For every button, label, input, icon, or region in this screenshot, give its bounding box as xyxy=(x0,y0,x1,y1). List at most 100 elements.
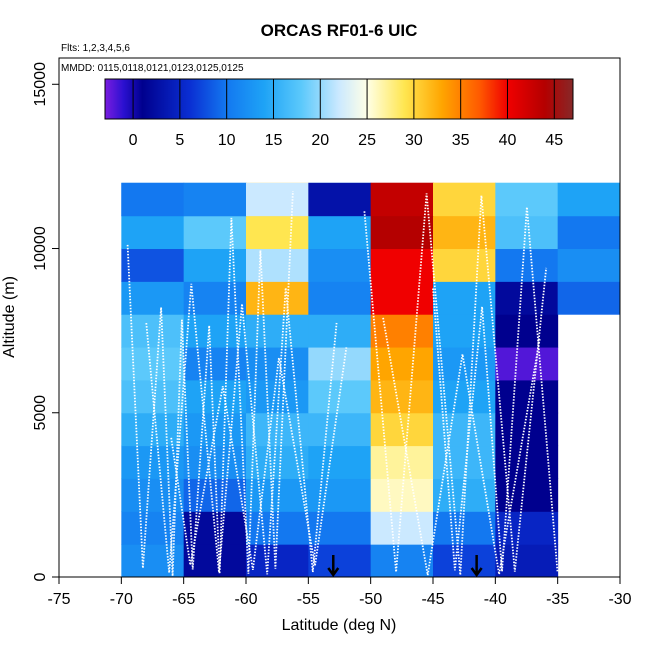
heatmap-cell xyxy=(121,314,185,348)
heatmap-cell xyxy=(370,347,434,381)
heatmap-cell xyxy=(308,412,372,447)
heatmap-cell xyxy=(183,412,247,447)
heatmap-cell xyxy=(121,248,185,282)
x-tick-label: -70 xyxy=(110,591,133,608)
heatmap-cell xyxy=(308,347,372,381)
x-tick-label: -55 xyxy=(297,591,320,608)
colorbar-gradient xyxy=(104,78,574,120)
heatmap-cell xyxy=(370,248,434,282)
heatmap-cell xyxy=(433,182,496,217)
heatmap-cell xyxy=(370,445,434,479)
heatmap-cell xyxy=(308,281,372,315)
heatmap-cell xyxy=(246,478,309,512)
colorbar: 0 5 10 15 20 25 30 35 40 45 xyxy=(104,78,574,149)
dates-note: MMDD: 0115,0118,0121,0123,0125,0125 xyxy=(61,63,244,74)
heatmap-cell xyxy=(183,215,247,250)
flight-track xyxy=(363,193,548,576)
heatmap-cell xyxy=(557,248,621,282)
y-axis: 0 5000 10000 15000 xyxy=(32,62,59,581)
heatmap-cell xyxy=(121,215,185,250)
heatmap-cell xyxy=(495,182,559,217)
colorbar-tick-label: 40 xyxy=(499,132,517,149)
heatmap-cell xyxy=(246,215,309,250)
x-tick-label: -35 xyxy=(546,591,569,608)
latitude-markers xyxy=(327,555,483,578)
heatmap-cell xyxy=(495,248,559,282)
heatmap-cell xyxy=(246,544,309,578)
colorbar-tick-label: 20 xyxy=(311,132,329,149)
heatmap-cell xyxy=(183,511,247,545)
plot-frame xyxy=(58,57,621,578)
heatmap-cell xyxy=(246,248,309,282)
heatmap-cell xyxy=(183,478,247,512)
x-axis: -75 -70 -65 -60 -55 -50 -45 -40 -35 -30 xyxy=(47,577,632,608)
heatmap-cell xyxy=(308,182,372,217)
heatmap-cell xyxy=(308,478,372,512)
heatmap-cell xyxy=(370,511,434,545)
x-tick-label: -50 xyxy=(359,591,382,608)
flight-track xyxy=(145,283,338,575)
heatmap-cell xyxy=(557,215,621,250)
colorbar-tick-label: 35 xyxy=(452,132,470,149)
flight-track xyxy=(382,317,541,576)
heatmap-cell xyxy=(308,379,372,414)
flights-note: Flts: 1,2,3,4,5,6 xyxy=(61,43,130,54)
heatmap-cell xyxy=(308,511,372,545)
heatmap-cell xyxy=(183,281,247,315)
flight-track xyxy=(170,347,348,570)
heatmap-cell xyxy=(370,182,434,217)
heatmap-cell xyxy=(495,544,559,578)
heatmap-cell xyxy=(495,412,559,447)
heatmap-cell xyxy=(308,248,372,282)
heatmap-cell xyxy=(495,215,559,250)
heatmap-cell xyxy=(370,314,434,348)
y-tick-label: 15000 xyxy=(32,62,49,107)
y-tick-label: 0 xyxy=(32,572,49,581)
heatmap-cell xyxy=(246,445,309,479)
heatmap-cell xyxy=(557,281,621,315)
heatmap-cell xyxy=(183,347,247,381)
x-tick-label: -45 xyxy=(421,591,444,608)
chart-title: ORCAS RF01-6 UIC xyxy=(261,21,418,40)
flight-track xyxy=(432,207,559,572)
heatmap-cell xyxy=(433,544,496,578)
heatmap-cell xyxy=(433,314,496,348)
colorbar-tick-label: 10 xyxy=(218,132,236,149)
heatmap-cell xyxy=(183,248,247,282)
heatmap-cell xyxy=(121,281,185,315)
x-tick-label: -75 xyxy=(47,591,70,608)
latitude-arrow-head xyxy=(470,567,483,578)
y-tick-label: 5000 xyxy=(32,395,49,431)
colorbar-tick-label: 45 xyxy=(545,132,563,149)
heatmap-cell xyxy=(495,281,559,315)
heatmap-cell xyxy=(246,314,309,348)
heatmap-cell xyxy=(183,182,247,217)
heatmap-cell xyxy=(433,215,496,250)
x-tick-label: -40 xyxy=(484,591,507,608)
heatmap-cell xyxy=(246,511,309,545)
heatmap-cell xyxy=(308,445,372,479)
x-tick-label: -65 xyxy=(172,591,195,608)
heatmap-cell xyxy=(308,215,372,250)
heatmap-cell xyxy=(308,544,372,578)
heatmap-cell xyxy=(121,544,185,578)
latitude-arrow-head xyxy=(327,567,340,578)
heatmap-cells xyxy=(121,182,621,578)
heatmap-cell xyxy=(557,182,621,217)
colorbar-tick-label: 30 xyxy=(405,132,423,149)
colorbar-tick-label: 5 xyxy=(175,132,184,149)
heatmap-cell xyxy=(433,347,496,381)
heatmap-cell xyxy=(495,347,559,381)
heatmap-cell xyxy=(246,281,309,315)
heatmap-cell xyxy=(433,248,496,282)
y-axis-label: Altitude (m) xyxy=(1,276,18,358)
heatmap-cell xyxy=(495,379,559,414)
x-axis-label: Latitude (deg N) xyxy=(282,617,397,634)
heatmap-cell xyxy=(246,182,309,217)
heatmap-cell xyxy=(121,347,185,381)
heatmap-cell xyxy=(246,379,309,414)
y-tick-label: 10000 xyxy=(32,226,49,271)
heatmap-cell xyxy=(433,281,496,315)
heatmap-cell xyxy=(370,281,434,315)
